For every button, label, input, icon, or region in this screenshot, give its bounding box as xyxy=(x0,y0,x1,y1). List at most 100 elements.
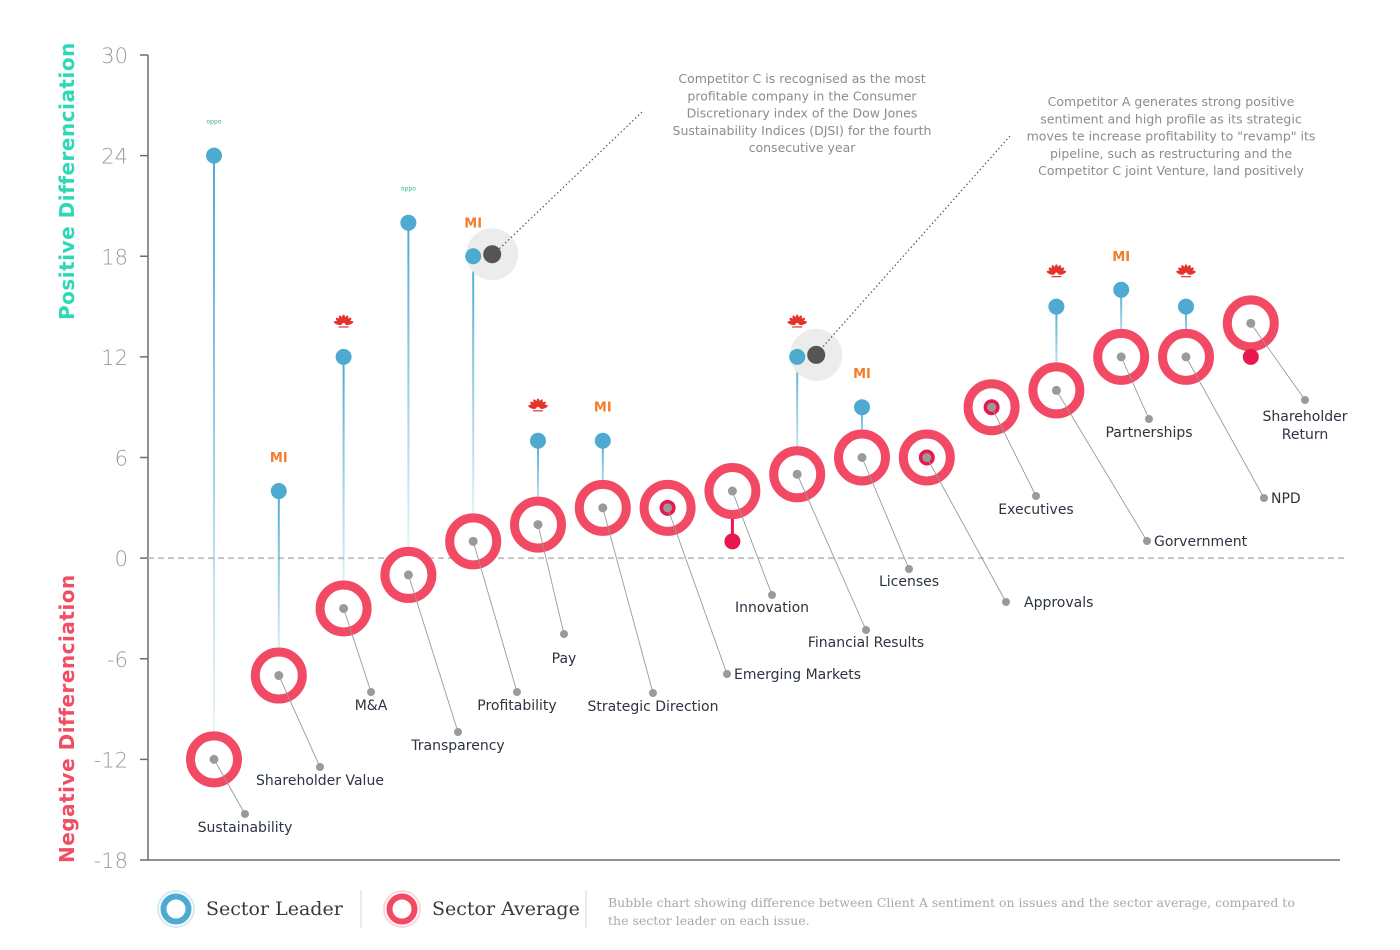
label-connector-dot xyxy=(1301,396,1309,404)
label-connector-dot xyxy=(454,728,462,736)
label-connector xyxy=(1120,356,1150,420)
label-connector-dot xyxy=(1032,492,1040,500)
annotation-line: Competitor C is recognised as the most xyxy=(678,71,925,86)
huawei-logo-icon xyxy=(333,314,354,328)
label-connector-dot xyxy=(1002,598,1010,606)
category-label: NPD xyxy=(1271,491,1301,507)
label-connector-dot xyxy=(1143,537,1151,545)
y-title-positive: Positive Differenciation xyxy=(55,42,79,320)
leader-stem xyxy=(472,256,475,542)
highlight-point xyxy=(807,345,826,364)
leader-point xyxy=(206,147,222,164)
mi-logo-icon: MI xyxy=(270,451,288,466)
legend-leader-label: Sector Leader xyxy=(206,898,344,920)
mi-logo-icon: MI xyxy=(1112,250,1130,265)
label-connector-dot xyxy=(905,565,913,573)
leader-point xyxy=(1048,298,1065,315)
legend-leader-halo xyxy=(157,890,195,928)
y-tick-label: 0 xyxy=(115,547,128,571)
category-label: Profitability xyxy=(477,698,556,714)
label-connector-dot xyxy=(649,689,657,697)
annotation-pointer xyxy=(819,135,1011,351)
label-connector-dot xyxy=(1145,415,1153,423)
category-label: Approvals xyxy=(1024,595,1093,611)
brand-icons: oppo MI oppo MI MI MI MI xyxy=(207,119,1196,466)
mi-logo-icon: MI xyxy=(594,401,612,416)
annotation-line: moves te increase profitability to "reva… xyxy=(1027,129,1316,144)
leader-point xyxy=(1113,281,1130,298)
leader-stem xyxy=(277,491,280,676)
legend-leader-swatch xyxy=(160,893,192,925)
annotation-line: Sustainability Indices (DJSI) for the fo… xyxy=(673,123,932,138)
label-connector xyxy=(278,675,321,768)
leader-stems xyxy=(213,155,1253,760)
annotation-note: Competitor C is recognised as the most pr… xyxy=(497,71,932,251)
category-label: Gorvernment xyxy=(1154,534,1248,550)
label-connector xyxy=(731,490,773,596)
leader-point xyxy=(465,248,482,265)
legend-average-halo xyxy=(383,890,421,928)
y-title-negative: Negative Differenciation xyxy=(55,574,79,863)
leader-point xyxy=(594,432,611,449)
category-label: Licenses xyxy=(879,574,939,590)
category-labels: Sustainability Shareholder Value M&A Transp… xyxy=(198,409,1348,836)
label-connector-dot xyxy=(316,763,324,771)
average-bubbles xyxy=(186,295,1279,788)
category-label: Sustainability xyxy=(198,820,293,836)
legend-sector-leader: Sector Leader xyxy=(157,890,344,928)
leader-point xyxy=(1178,298,1194,315)
y-tick-label: 12 xyxy=(101,346,128,370)
label-connector xyxy=(1056,390,1148,542)
category-label: Shareholder Return xyxy=(1263,409,1348,443)
leader-stem xyxy=(1120,289,1123,357)
y-tick-label: 24 xyxy=(101,145,128,169)
legend-average-swatch xyxy=(386,893,418,925)
leader-stem xyxy=(407,222,410,575)
category-label: Emerging Markets xyxy=(734,667,861,683)
legend: Sector Leader Sector Average Bubble chart … xyxy=(157,890,1295,928)
label-connector xyxy=(1185,356,1265,499)
label-connector xyxy=(861,457,910,570)
category-label: Pay xyxy=(552,651,577,667)
huawei-logo-icon xyxy=(528,398,548,412)
label-connector xyxy=(472,541,518,693)
y-tick-label: 18 xyxy=(101,245,128,269)
leader-points xyxy=(206,147,1194,500)
y-tick-label: -12 xyxy=(94,748,128,772)
annotation-note: Competitor A generates strong positive se… xyxy=(819,94,1316,351)
y-tick-label: -6 xyxy=(107,648,128,672)
annotation-line: Competitor C joint Venture, land positiv… xyxy=(1038,163,1304,178)
category-label: Partnerships xyxy=(1105,425,1192,441)
label-connector-dot xyxy=(241,810,249,818)
label-connector-dot xyxy=(1260,494,1268,502)
leader-point xyxy=(270,483,287,500)
label-connector xyxy=(1250,323,1306,401)
label-connector-dot xyxy=(560,630,568,638)
category-label: Transparency xyxy=(410,738,504,754)
leader-stem xyxy=(1055,306,1058,391)
label-connector xyxy=(343,608,372,693)
leader-stem xyxy=(537,440,539,525)
category-label: Shareholder Value xyxy=(256,773,384,789)
oppo-logo-icon: oppo xyxy=(401,186,416,193)
annotation-line: consecutive year xyxy=(749,140,857,155)
huawei-logo-icon xyxy=(787,314,807,328)
leader-point xyxy=(335,348,352,365)
category-label: Strategic Direction xyxy=(588,699,719,715)
annotation-line: Competitor A generates strong positive xyxy=(1048,94,1295,109)
category-label: Financial Results xyxy=(808,635,924,651)
label-connector-dot xyxy=(768,591,776,599)
huawei-logo-icon xyxy=(1176,264,1196,278)
label-connector xyxy=(991,406,1037,497)
chart-caption-line: the sector leader on each issue. xyxy=(608,913,810,928)
label-connector xyxy=(667,507,728,675)
legend-sector-average: Sector Average xyxy=(383,890,580,928)
axes: 30 24 18 12 6 0 -6 -12 -18 Positive Differenciati… xyxy=(55,42,1345,873)
y-tick-label: 6 xyxy=(115,447,128,471)
label-leader-lines xyxy=(213,323,1309,818)
label-connector-dot xyxy=(862,626,870,634)
annotation-line: sentiment and high profile as its strate… xyxy=(1040,111,1302,126)
chart-caption-line: Bubble chart showing difference between … xyxy=(608,895,1295,910)
leader-stem xyxy=(342,356,345,609)
